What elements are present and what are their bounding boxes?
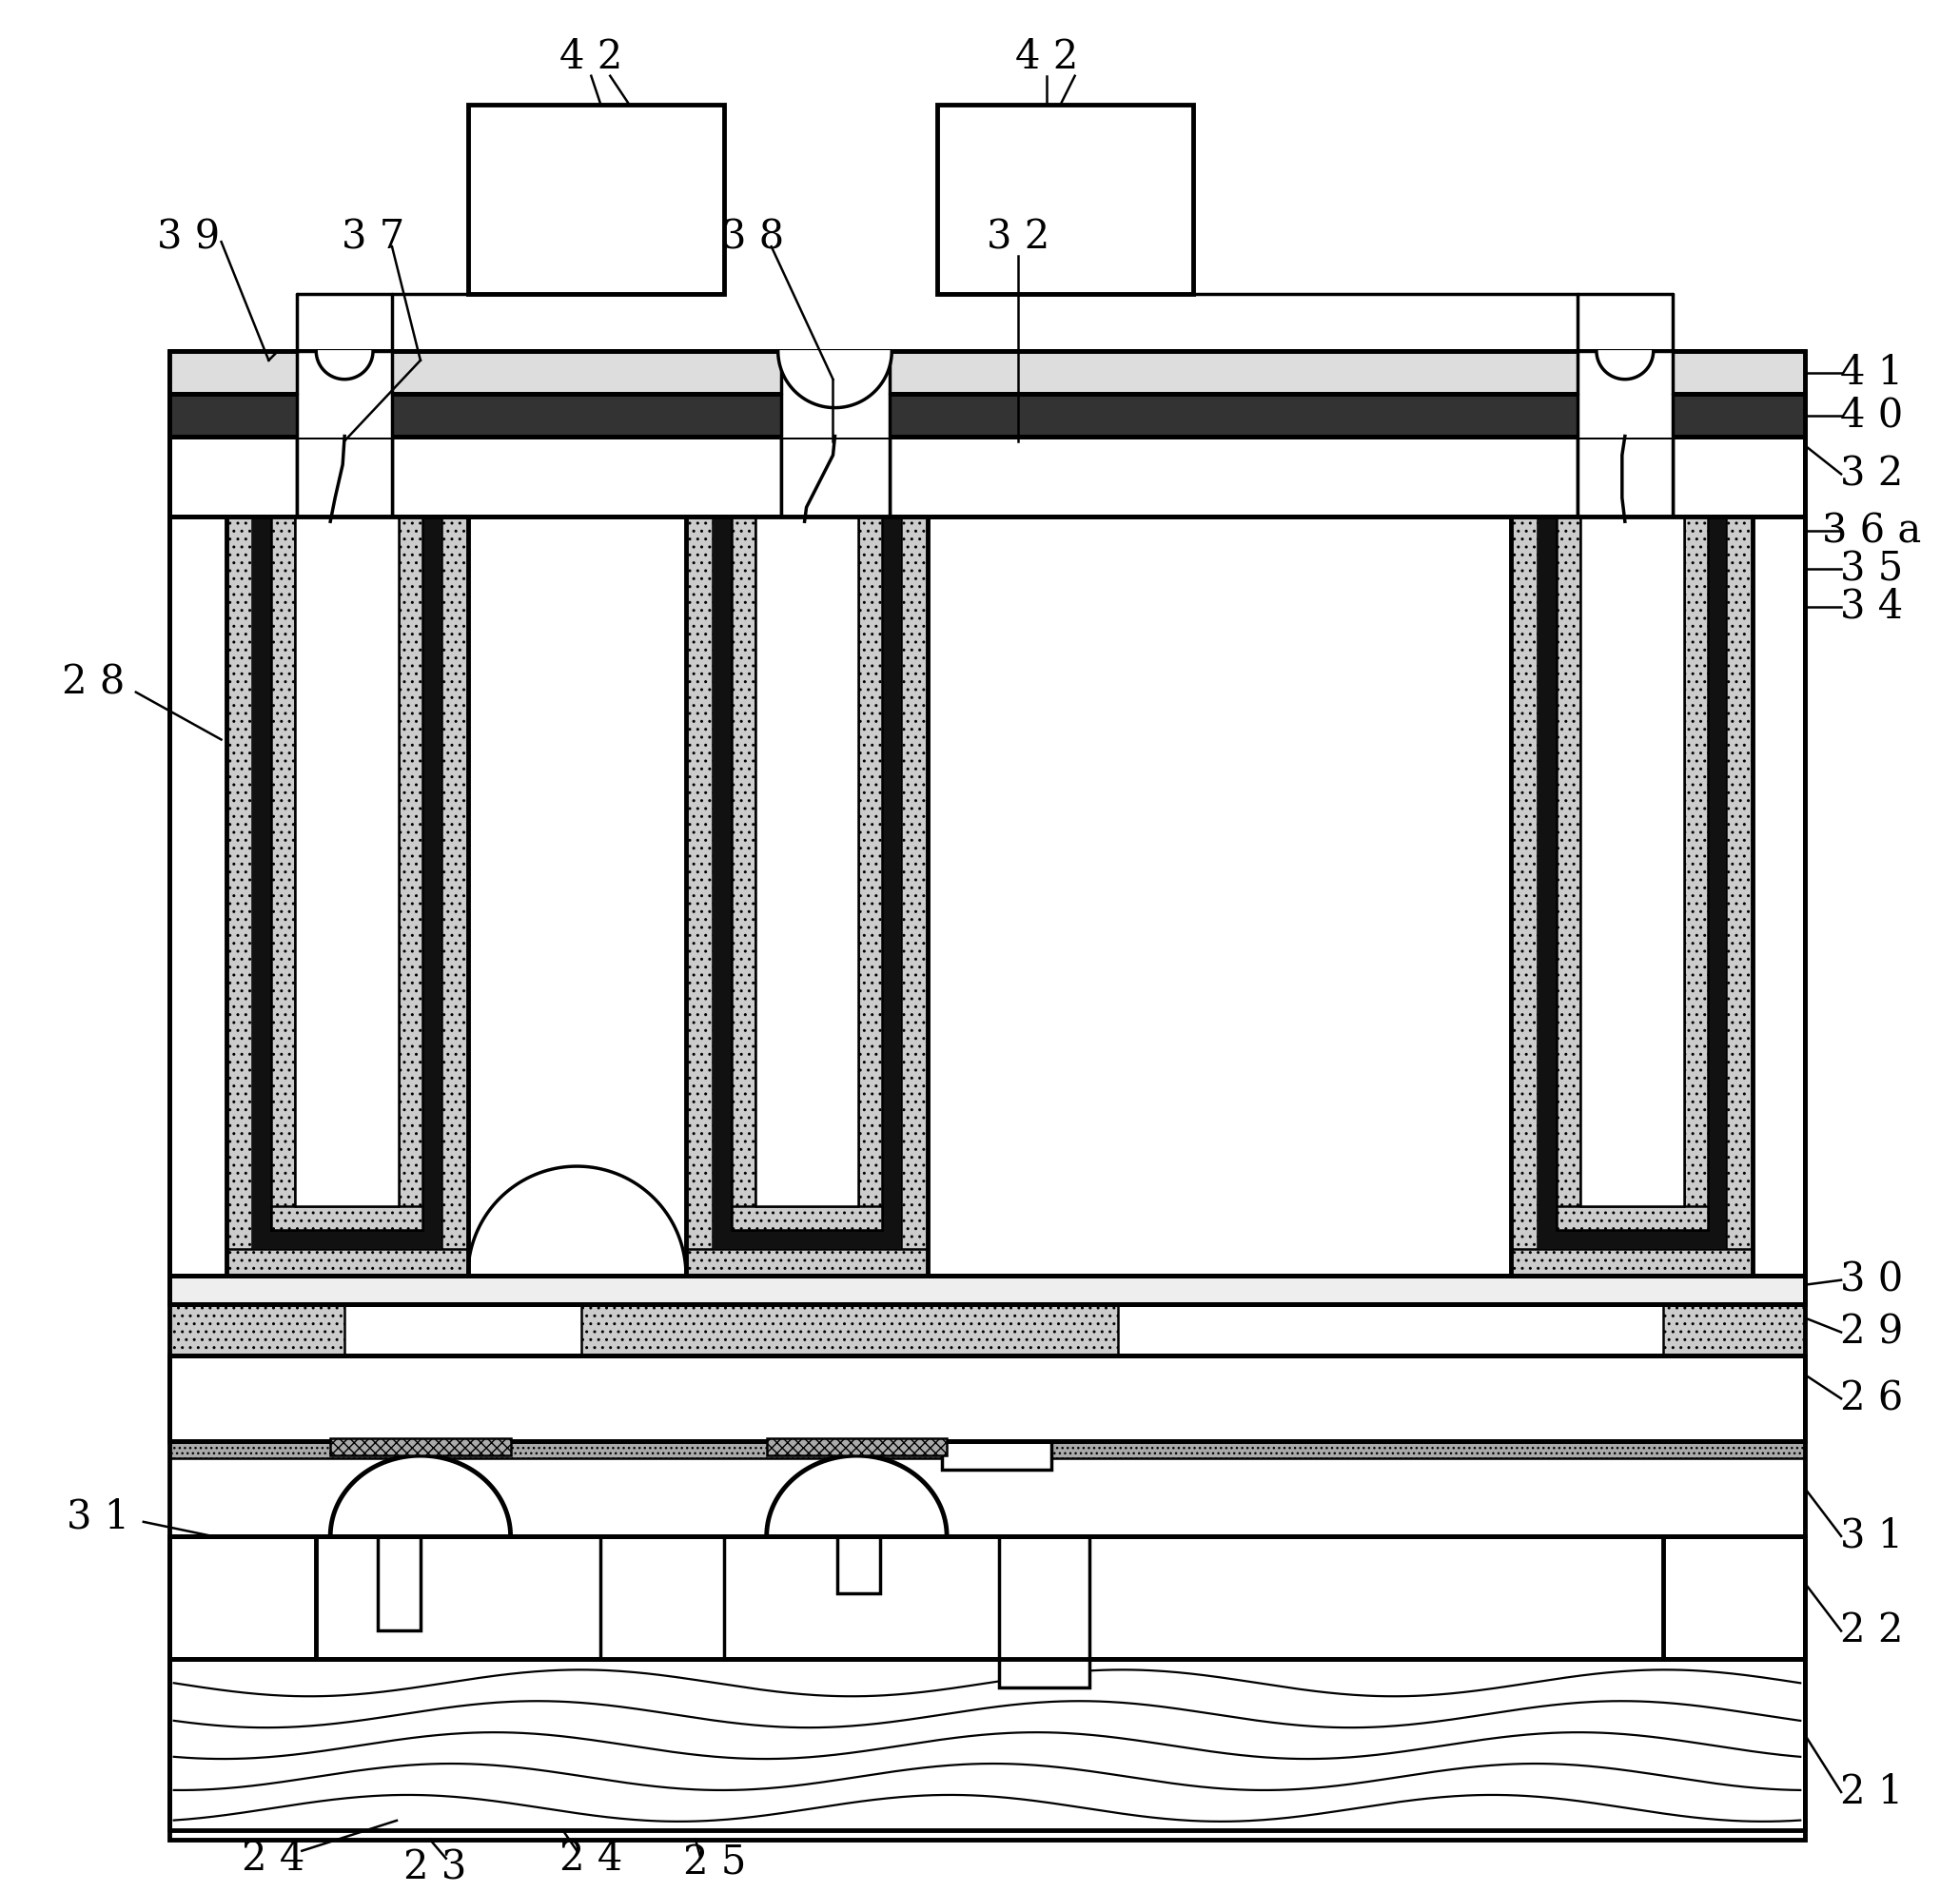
Bar	[1580, 517, 1684, 1205]
Polygon shape	[331, 1455, 510, 1536]
Text: 3 7: 3 7	[341, 218, 404, 257]
Bar	[253, 1230, 441, 1249]
Bar	[1662, 1304, 1805, 1357]
Bar	[713, 517, 731, 1249]
Bar	[169, 1275, 1805, 1304]
Text: 3 2: 3 2	[1840, 454, 1903, 494]
Text: 3 5: 3 5	[1840, 549, 1903, 588]
Bar	[296, 517, 398, 1205]
Bar	[225, 517, 468, 1275]
Bar	[780, 350, 890, 394]
Polygon shape	[1597, 350, 1654, 378]
Bar	[272, 1205, 421, 1230]
Bar	[882, 517, 902, 1249]
Text: 3 6 a: 3 6 a	[1823, 511, 1921, 551]
Bar	[1578, 437, 1672, 517]
Text: 2 4: 2 4	[559, 1839, 623, 1879]
Bar	[943, 1442, 1051, 1470]
Text: 2 5: 2 5	[682, 1843, 747, 1883]
Bar	[441, 517, 468, 1275]
Text: 2 3: 2 3	[404, 1848, 466, 1888]
Text: 2 8: 2 8	[61, 662, 125, 702]
Bar	[755, 517, 858, 1205]
Bar	[225, 1249, 468, 1275]
Text: 2 9: 2 9	[1840, 1313, 1903, 1353]
Text: 3 0: 3 0	[1840, 1260, 1903, 1300]
Bar	[858, 517, 882, 1230]
Bar	[1727, 517, 1752, 1275]
Bar	[1684, 517, 1707, 1230]
Bar	[298, 392, 392, 437]
Text: 4 2: 4 2	[1015, 38, 1078, 78]
Bar	[780, 437, 890, 517]
Bar	[1539, 1230, 1727, 1249]
Bar	[686, 517, 713, 1275]
Bar	[169, 1442, 1805, 1459]
Text: 4 2: 4 2	[559, 38, 623, 78]
Bar	[937, 104, 1194, 293]
Bar	[1511, 1249, 1752, 1275]
Text: 3 9: 3 9	[157, 218, 220, 257]
Bar	[582, 1304, 1117, 1357]
Bar	[253, 517, 272, 1249]
Bar	[1539, 517, 1556, 1249]
Bar	[600, 1536, 723, 1659]
Text: 3 1: 3 1	[1840, 1515, 1903, 1555]
Bar	[298, 350, 392, 394]
Bar	[1578, 350, 1672, 394]
Text: 2 1: 2 1	[1840, 1773, 1903, 1813]
Bar	[298, 437, 392, 517]
Bar	[1511, 517, 1539, 1275]
Bar	[1556, 517, 1580, 1230]
Bar	[1707, 517, 1727, 1249]
Bar	[686, 517, 927, 1275]
Bar	[169, 517, 1805, 1275]
Polygon shape	[766, 1455, 947, 1536]
Bar	[272, 517, 296, 1230]
Bar	[686, 1249, 927, 1275]
Bar	[731, 517, 755, 1230]
Polygon shape	[778, 350, 892, 407]
Bar	[731, 1205, 882, 1230]
Text: 2 4: 2 4	[241, 1839, 306, 1879]
Polygon shape	[316, 350, 372, 378]
Bar	[331, 1438, 510, 1455]
Text: 2 6: 2 6	[1840, 1379, 1903, 1419]
Text: 3 8: 3 8	[721, 218, 784, 257]
Bar	[1578, 392, 1672, 437]
Bar	[780, 392, 890, 437]
Bar	[378, 1536, 421, 1631]
Bar	[225, 517, 253, 1275]
Bar	[421, 517, 441, 1249]
Bar	[169, 1659, 1805, 1839]
Text: 3 4: 3 4	[1840, 587, 1903, 626]
Bar	[169, 1357, 1805, 1442]
Text: 2 2: 2 2	[1840, 1610, 1903, 1652]
Text: 3 2: 3 2	[986, 218, 1049, 257]
Bar	[1000, 1536, 1090, 1688]
Text: 4 1: 4 1	[1840, 352, 1903, 394]
Bar	[169, 1536, 316, 1659]
Bar	[169, 394, 1805, 437]
Bar	[398, 517, 421, 1230]
Bar	[1556, 1205, 1707, 1230]
Bar	[468, 104, 723, 293]
Bar	[713, 1230, 902, 1249]
Bar	[169, 1304, 345, 1357]
Bar	[1511, 517, 1752, 1275]
Bar	[837, 1470, 880, 1593]
Bar	[169, 437, 1805, 517]
Text: 4 0: 4 0	[1840, 395, 1903, 435]
Bar	[169, 350, 1805, 394]
Bar	[902, 517, 927, 1275]
Text: 3 1: 3 1	[67, 1497, 129, 1536]
Bar	[1662, 1536, 1805, 1659]
Bar	[766, 1438, 947, 1455]
